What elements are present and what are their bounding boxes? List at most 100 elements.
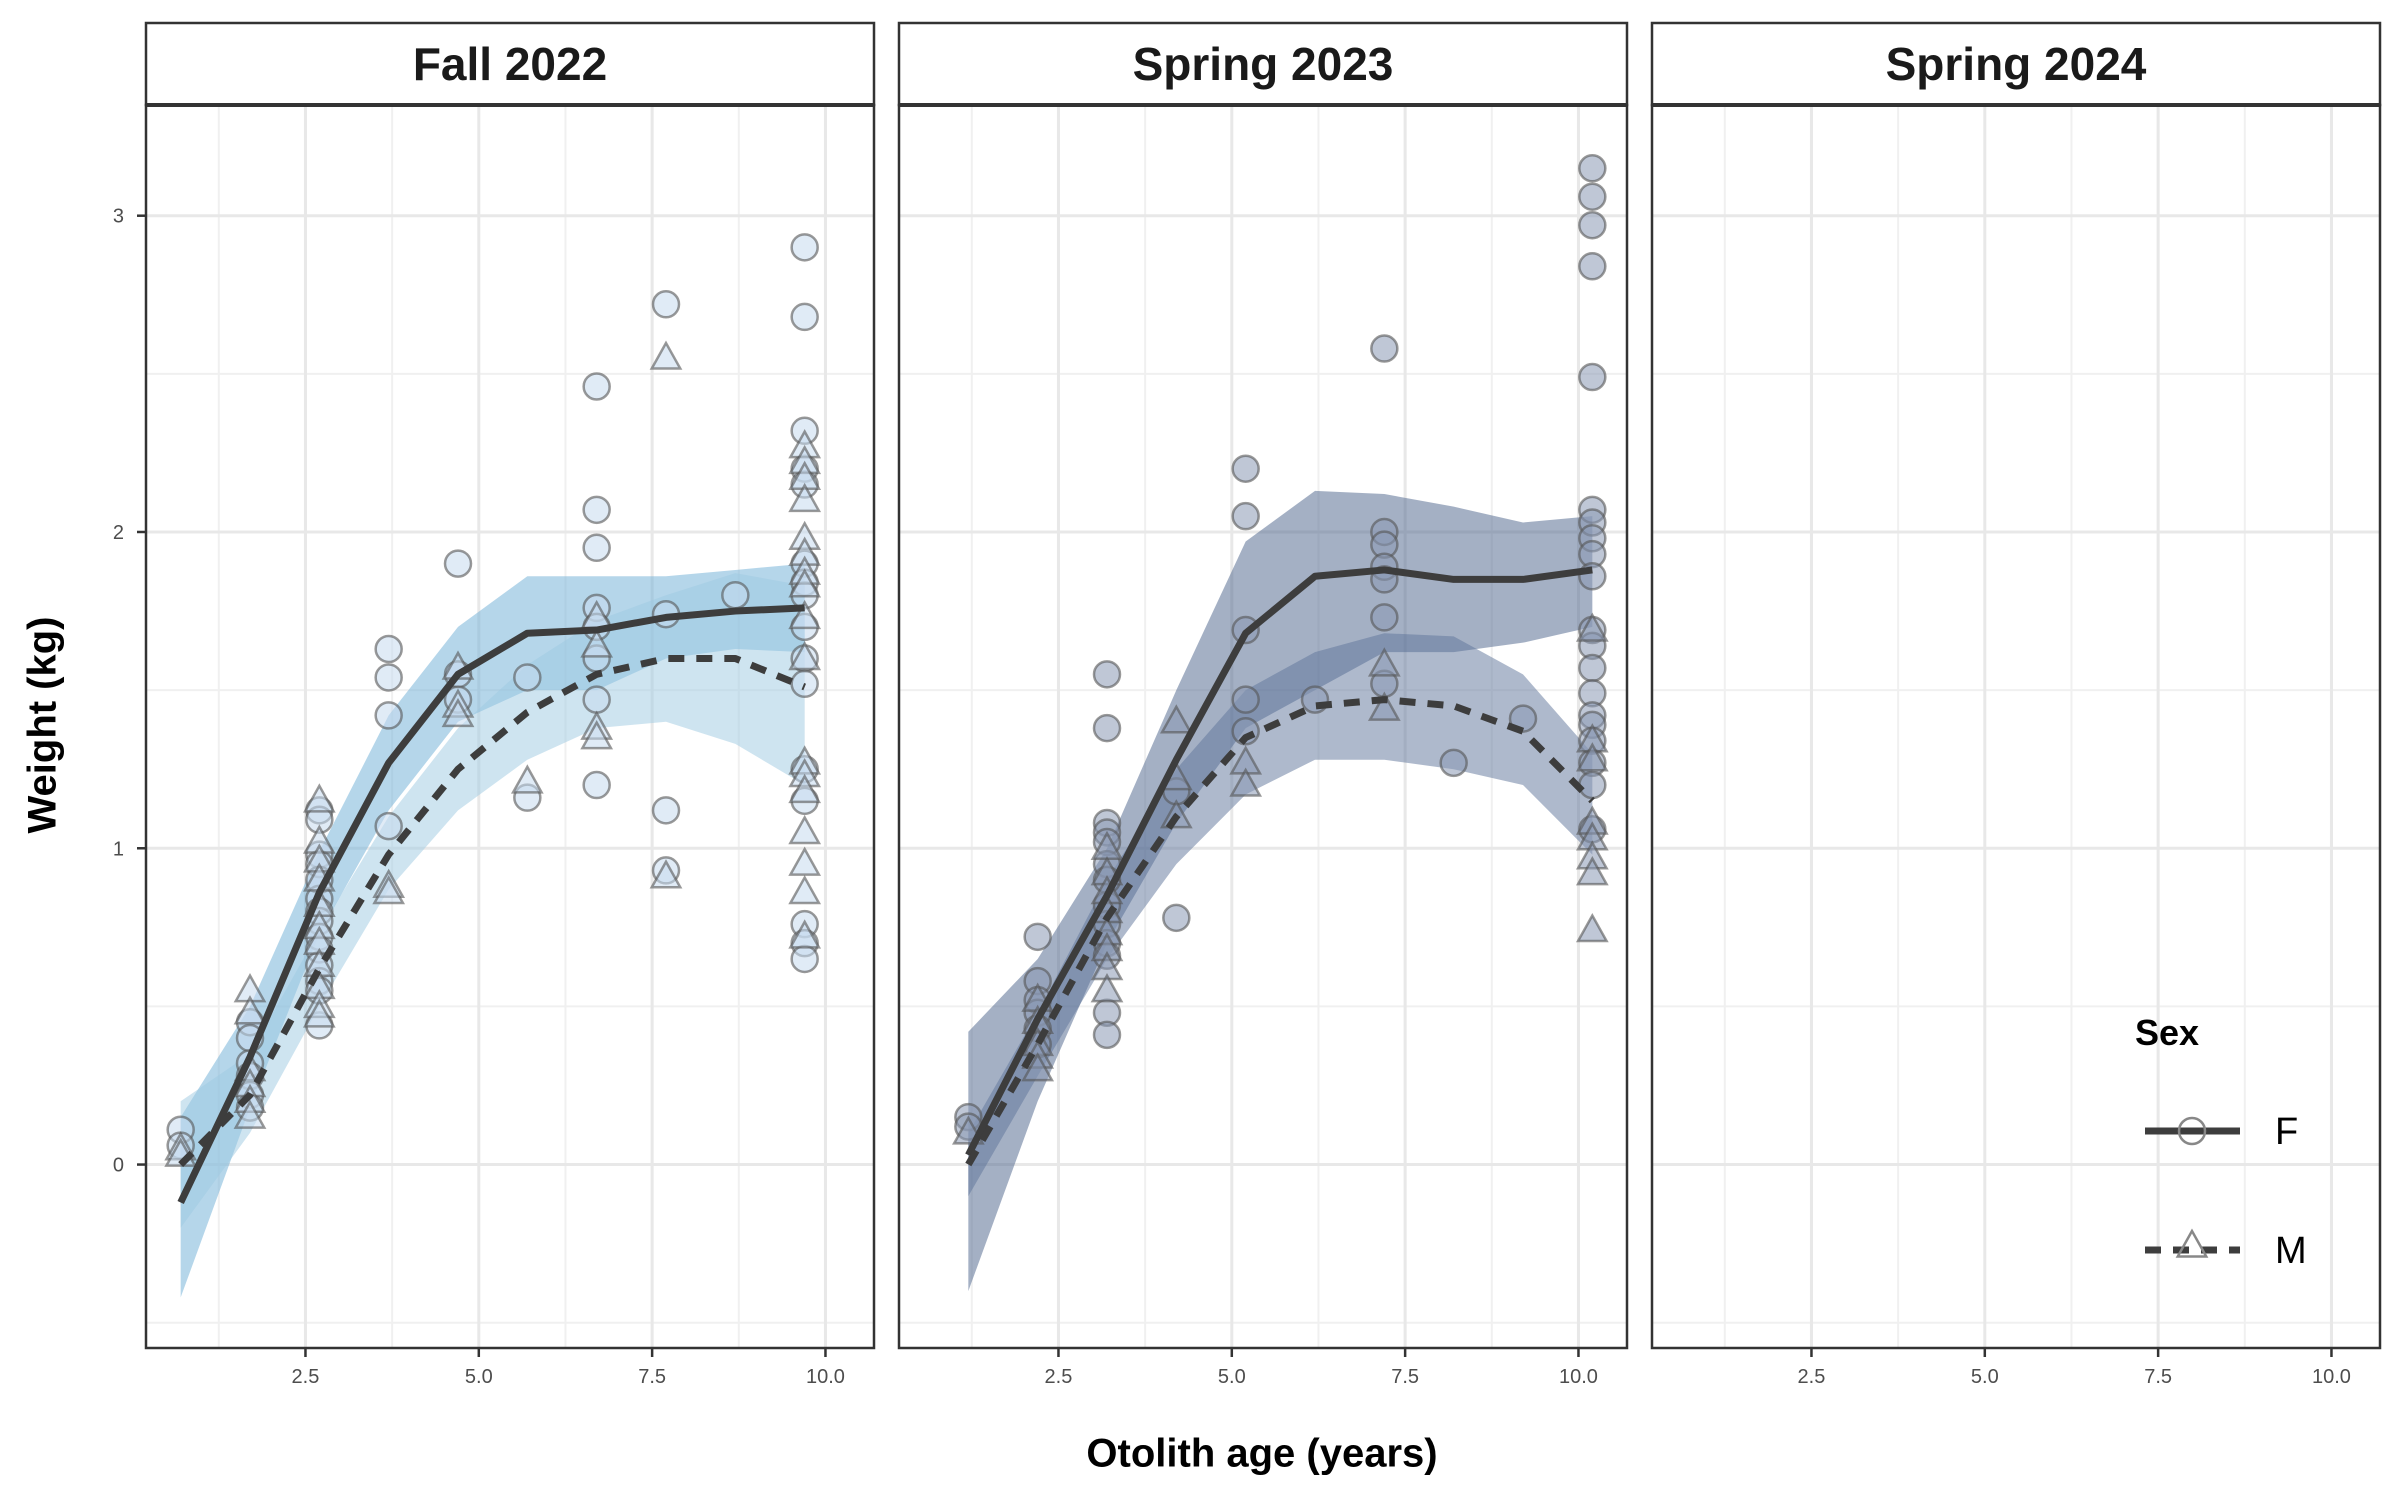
data-point-male xyxy=(233,1099,267,1129)
legend-label-F: F xyxy=(2275,1111,2298,1153)
data-point-male xyxy=(1575,912,1609,943)
data-point-male xyxy=(1229,767,1263,797)
data-point-male xyxy=(788,919,822,949)
data-point-female xyxy=(1578,252,1607,281)
legend-marker-circle xyxy=(2177,1116,2207,1146)
panel-title: Spring 2024 xyxy=(1886,38,2147,90)
data-point-male xyxy=(580,720,614,750)
data-point-female xyxy=(1578,182,1607,211)
data-point-female xyxy=(582,533,611,563)
confidence-band-F xyxy=(968,490,1593,1292)
x-tick-label: 7.5 xyxy=(638,1366,666,1388)
smooth-lines xyxy=(965,566,1595,1167)
data-point-male xyxy=(649,859,683,889)
data-point-male xyxy=(1159,704,1193,734)
x-tick-label: 2.5 xyxy=(1045,1366,1073,1388)
smooth-lines xyxy=(177,604,806,1205)
data-point-female xyxy=(1231,685,1260,714)
data-point-female xyxy=(721,580,750,610)
strip-box xyxy=(897,21,1629,107)
trend-line-M xyxy=(178,654,806,1168)
y-tick-label: 3 xyxy=(113,206,124,228)
y-axis-label: Weight (kg) xyxy=(20,616,65,834)
data-point-female xyxy=(1578,653,1607,683)
data-point-female xyxy=(582,372,611,401)
data-point-female xyxy=(1578,770,1607,800)
legend-marker-triangle xyxy=(2175,1228,2209,1258)
trend-line-F xyxy=(177,604,805,1205)
legend: Sex F M xyxy=(2135,1012,2307,1272)
legend-label-M: M xyxy=(2275,1230,2307,1272)
x-tick-label: 10.0 xyxy=(2312,1366,2351,1388)
data-point-male xyxy=(1021,1052,1055,1082)
data-point-male xyxy=(788,773,822,804)
data-point-female xyxy=(374,811,403,841)
data-point-female xyxy=(443,549,473,578)
data-point-male xyxy=(788,814,822,845)
data-point-female xyxy=(1508,704,1538,733)
legend-title: Sex xyxy=(2135,1012,2199,1053)
data-points xyxy=(951,154,1609,1145)
data-point-male xyxy=(580,628,614,658)
y-tick-label: 1 xyxy=(113,838,124,860)
data-point-female xyxy=(651,796,681,825)
data-point-male xyxy=(788,846,822,876)
data-point-female xyxy=(1439,748,1468,778)
data-point-female xyxy=(1092,660,1122,689)
panel-1: Fall 2022 2.5 5.0 7.5 10.0 0 1 2 3 xyxy=(113,21,876,1388)
data-point-female xyxy=(582,770,611,800)
data-point-male xyxy=(788,568,822,598)
data-point-female xyxy=(374,663,403,692)
data-point-female xyxy=(1092,713,1122,743)
data-point-female xyxy=(1231,454,1260,483)
panel-title: Fall 2022 xyxy=(413,38,607,90)
data-point-female xyxy=(790,944,819,974)
data-point-female xyxy=(582,685,611,714)
confidence-band-M xyxy=(180,573,805,1228)
data-point-female xyxy=(790,302,819,332)
data-point-male xyxy=(1090,973,1124,1003)
data-point-male xyxy=(302,783,336,813)
data-point-male xyxy=(1367,691,1401,721)
data-point-female xyxy=(1370,334,1399,363)
data-point-female xyxy=(374,634,403,664)
panel-background xyxy=(1652,105,2380,1348)
data-point-female xyxy=(374,701,403,730)
panel-title: Spring 2023 xyxy=(1133,38,1394,90)
data-point-male xyxy=(372,874,406,905)
panel-2: Spring 2023 2.5 5.0 7.5 10.0 xyxy=(897,21,1629,1388)
data-point-male xyxy=(1367,647,1401,677)
x-tick-label: 2.5 xyxy=(292,1366,320,1388)
data-point-male xyxy=(441,697,475,728)
data-point-female xyxy=(582,495,611,525)
x-tick-label: 5.0 xyxy=(1971,1366,1999,1388)
data-point-female xyxy=(1092,1020,1122,1050)
data-point-male xyxy=(788,640,822,671)
y-tick-label: 0 xyxy=(113,1155,124,1177)
trend-line-F xyxy=(965,566,1593,1157)
data-point-female xyxy=(1370,603,1399,632)
x-tick-label: 7.5 xyxy=(1391,1366,1419,1388)
data-point-male xyxy=(649,340,683,370)
data-point-male xyxy=(788,874,822,905)
data-point-male xyxy=(1575,612,1609,642)
x-tick-label: 5.0 xyxy=(465,1366,493,1388)
x-tick-label: 5.0 xyxy=(1218,1366,1246,1388)
x-tick-label: 10.0 xyxy=(806,1366,845,1388)
data-point-female xyxy=(1578,362,1607,392)
data-point-female xyxy=(790,233,819,262)
panel-3: Spring 2024 2.5 5.0 7.5 10.0 xyxy=(1650,21,2382,1388)
trend-line-M xyxy=(965,696,1595,1167)
data-point-male xyxy=(788,482,822,513)
data-point-male xyxy=(233,995,267,1025)
data-point-female xyxy=(651,290,681,319)
data-point-female xyxy=(1578,210,1607,240)
data-point-male xyxy=(1575,742,1609,772)
data-point-female xyxy=(1578,562,1607,591)
y-tick-label: 2 xyxy=(113,522,124,544)
data-point-male xyxy=(510,764,544,794)
data-points xyxy=(164,233,822,1167)
data-point-female xyxy=(1162,903,1191,933)
